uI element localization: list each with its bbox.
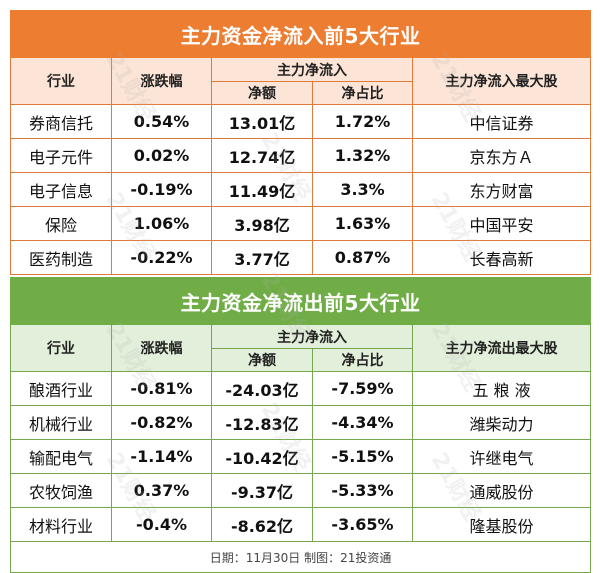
table-row: 材料行业 -0.4% -8.62亿 -3.65% 隆基股份 — [10, 507, 592, 542]
ratio-cell: 1.32% — [312, 138, 413, 173]
amount-cell: 13.01亿 — [211, 104, 313, 139]
industry-cell: 电子元件 — [10, 138, 112, 173]
stock-cell: 隆基股份 — [411, 507, 592, 542]
change-cell: -0.4% — [111, 507, 212, 542]
industry-cell: 券商信托 — [10, 104, 112, 139]
header-net-ratio: 净占比 — [312, 81, 413, 105]
amount-cell: -24.03亿 — [211, 371, 313, 406]
table-row: 医药制造 -0.22% 3.77亿 0.87% 长春高新 — [10, 240, 592, 275]
footer-note: 日期：11月30日 制图：21投资通 — [9, 541, 592, 573]
industry-cell: 电子信息 — [10, 172, 112, 207]
change-cell: -0.81% — [111, 371, 212, 406]
inflow-table: 主力资金净流入前5大行业 行业 涨跌幅 主力净流入 主力净流入最大股 净额 净占… — [9, 10, 592, 275]
industry-cell: 输配电气 — [10, 439, 112, 474]
ratio-cell: 0.87% — [312, 240, 413, 275]
amount-cell: 3.98亿 — [211, 206, 313, 241]
industry-cell: 医药制造 — [10, 240, 112, 275]
stock-cell: 潍柴动力 — [411, 405, 592, 440]
amount-cell: 11.49亿 — [211, 172, 313, 207]
change-cell: 1.06% — [111, 206, 212, 241]
amount-cell: 12.74亿 — [211, 138, 313, 173]
header-net-amount: 净额 — [211, 348, 313, 372]
ratio-cell: -5.15% — [312, 439, 413, 474]
ratio-cell: 1.63% — [312, 206, 413, 241]
stock-cell: 中国平安 — [411, 206, 592, 241]
header-change: 涨跌幅 — [111, 57, 212, 105]
stock-cell: 京东方Ａ — [411, 138, 592, 173]
ratio-cell: -4.34% — [312, 405, 413, 440]
amount-cell: -10.42亿 — [211, 439, 313, 474]
inflow-title: 主力资金净流入前5大行业 — [9, 10, 592, 58]
header-change: 涨跌幅 — [111, 324, 212, 372]
amount-cell: 3.77亿 — [211, 240, 313, 275]
change-cell: -1.14% — [111, 439, 212, 474]
amount-cell: -8.62亿 — [211, 507, 313, 542]
industry-cell: 保险 — [10, 206, 112, 241]
header-net-ratio: 净占比 — [312, 348, 413, 372]
ratio-cell: -3.65% — [312, 507, 413, 542]
industry-cell: 材料行业 — [10, 507, 112, 542]
stock-cell: 东方财富 — [411, 172, 592, 207]
header-net-amount: 净额 — [211, 81, 313, 105]
header-top-stock: 主力净流入最大股 — [411, 57, 592, 105]
industry-cell: 酿酒行业 — [10, 371, 112, 406]
table-row: 电子信息 -0.19% 11.49亿 3.3% 东方财富 — [10, 172, 592, 207]
table-row: 机械行业 -0.82% -12.83亿 -4.34% 潍柴动力 — [10, 405, 592, 440]
table-row: 电子元件 0.02% 12.74亿 1.32% 京东方Ａ — [10, 138, 592, 173]
header-industry: 行业 — [10, 57, 112, 105]
table-row: 保险 1.06% 3.98亿 1.63% 中国平安 — [10, 206, 592, 241]
industry-cell: 机械行业 — [10, 405, 112, 440]
table-row: 输配电气 -1.14% -10.42亿 -5.15% 许继电气 — [10, 439, 592, 474]
outflow-table: 主力资金净流出前5大行业 行业 涨跌幅 主力净流入 主力净流出最大股 净额 净占… — [9, 277, 592, 573]
ratio-cell: -7.59% — [312, 371, 413, 406]
ratio-cell: 1.72% — [312, 104, 413, 139]
table-row: 券商信托 0.54% 13.01亿 1.72% 中信证券 — [10, 104, 592, 139]
stock-cell: 通威股份 — [411, 473, 592, 508]
stock-cell: 五 粮 液 — [411, 371, 592, 406]
stock-cell: 中信证券 — [411, 104, 592, 139]
header-net-group: 主力净流入 — [211, 324, 413, 349]
outflow-title: 主力资金净流出前5大行业 — [9, 277, 592, 325]
change-cell: -0.82% — [111, 405, 212, 440]
table-row: 酿酒行业 -0.81% -24.03亿 -7.59% 五 粮 液 — [10, 371, 592, 406]
stock-cell: 许继电气 — [411, 439, 592, 474]
change-cell: 0.54% — [111, 104, 212, 139]
ratio-cell: -5.33% — [312, 473, 413, 508]
change-cell: -0.19% — [111, 172, 212, 207]
ratio-cell: 3.3% — [312, 172, 413, 207]
stock-cell: 长春高新 — [411, 240, 592, 275]
table-row: 农牧饲渔 0.37% -9.37亿 -5.33% 通威股份 — [10, 473, 592, 508]
amount-cell: -12.83亿 — [211, 405, 313, 440]
amount-cell: -9.37亿 — [211, 473, 313, 508]
change-cell: -0.22% — [111, 240, 212, 275]
change-cell: 0.02% — [111, 138, 212, 173]
industry-cell: 农牧饲渔 — [10, 473, 112, 508]
header-industry: 行业 — [10, 324, 112, 372]
tables-container: 主力资金净流入前5大行业 行业 涨跌幅 主力净流入 主力净流入最大股 净额 净占… — [9, 10, 592, 573]
header-net-group: 主力净流入 — [211, 57, 413, 82]
change-cell: 0.37% — [111, 473, 212, 508]
header-top-stock: 主力净流出最大股 — [411, 324, 592, 372]
